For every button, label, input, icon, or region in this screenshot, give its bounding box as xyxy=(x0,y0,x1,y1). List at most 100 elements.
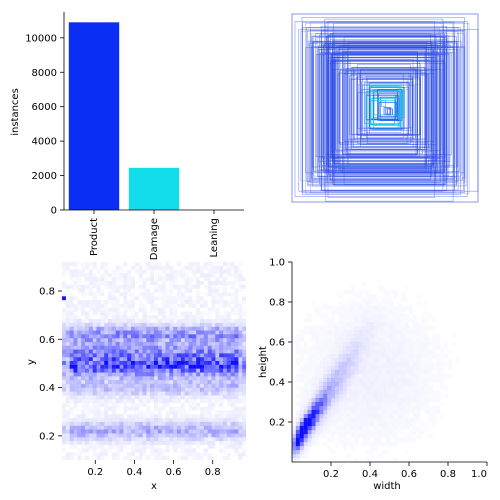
heatmap-cell xyxy=(370,338,374,343)
heatmap-cell xyxy=(104,311,109,316)
heatmap-cell xyxy=(169,277,174,282)
heatmap-cell xyxy=(65,414,70,419)
heatmap-cell xyxy=(207,421,212,426)
heatmap-cell xyxy=(238,338,243,343)
heatmap-cell xyxy=(184,456,189,461)
heatmap-cell xyxy=(308,350,312,354)
heatmap-cell xyxy=(192,322,197,327)
heatmap-cell xyxy=(104,399,109,403)
heatmap-cell xyxy=(81,437,86,442)
y-tick-label: 0.8 xyxy=(269,298,285,309)
heatmap-cell xyxy=(134,338,139,343)
heatmap-cell xyxy=(238,345,243,350)
heatmap-cell xyxy=(370,366,374,371)
heatmap-cell xyxy=(381,350,386,355)
heatmap-cell xyxy=(127,300,131,304)
heatmap-cell xyxy=(146,387,151,392)
heatmap-cell xyxy=(304,394,308,398)
heatmap-cell xyxy=(154,361,158,365)
heatmap-cell xyxy=(405,306,409,310)
heatmap-cell xyxy=(417,402,421,406)
heatmap-cell xyxy=(123,395,128,400)
heatmap-cell xyxy=(165,345,170,350)
heatmap-cell xyxy=(211,326,216,331)
x-axis-label: x xyxy=(151,481,157,492)
heatmap-cell xyxy=(335,334,339,338)
heatmap-cell xyxy=(444,342,448,346)
heatmap-cell xyxy=(429,414,433,418)
heatmap-cell xyxy=(150,391,155,396)
heatmap-cell xyxy=(138,364,143,369)
heatmap-cell xyxy=(382,426,386,430)
heatmap-cell xyxy=(196,364,201,369)
heatmap-cell xyxy=(127,440,132,445)
heatmap-cell xyxy=(327,378,332,383)
heatmap-cell xyxy=(308,386,312,390)
heatmap-cell xyxy=(448,374,452,378)
y-tick-label: 1.0 xyxy=(269,258,285,269)
heatmap-cell xyxy=(401,334,406,339)
heatmap-cell xyxy=(238,368,243,373)
heatmap-cell xyxy=(188,326,193,331)
heatmap-cell xyxy=(180,364,185,369)
heatmap-cell xyxy=(154,429,158,434)
heatmap-cell xyxy=(131,406,135,411)
heatmap-cell xyxy=(62,364,66,369)
heatmap-cell xyxy=(429,362,433,366)
heatmap-cell xyxy=(62,383,66,388)
heatmap-cell xyxy=(127,418,132,423)
heatmap-cell xyxy=(96,277,101,282)
heatmap-cell xyxy=(390,342,394,346)
heatmap-cell xyxy=(177,349,181,354)
heatmap-cell xyxy=(200,376,204,381)
heatmap-cell xyxy=(370,298,374,302)
heatmap-cell xyxy=(319,330,323,334)
heatmap-cell xyxy=(173,391,178,396)
heatmap-cell xyxy=(300,330,304,334)
heatmap-cell xyxy=(188,296,193,301)
heatmap-cell xyxy=(382,334,386,338)
heatmap-cell xyxy=(421,382,425,386)
heatmap-cell xyxy=(92,421,97,426)
box-outline xyxy=(327,57,434,168)
heatmap-cell xyxy=(184,349,189,354)
heatmap-cell xyxy=(115,311,120,316)
heatmap-cell xyxy=(157,448,162,453)
heatmap-cell xyxy=(157,383,162,388)
heatmap-cell xyxy=(173,277,177,281)
heatmap-cell xyxy=(421,366,425,370)
heatmap-cell xyxy=(417,418,421,422)
heatmap-cell xyxy=(116,273,120,277)
heatmap-cell xyxy=(207,307,212,312)
heatmap-cell xyxy=(370,390,374,395)
heatmap-cell xyxy=(351,434,355,438)
heatmap-cell xyxy=(131,322,135,327)
heatmap-cell xyxy=(69,315,74,320)
heatmap-cell xyxy=(242,395,247,400)
heatmap-cell xyxy=(223,418,227,423)
heatmap-cell xyxy=(93,292,97,296)
heatmap-cell xyxy=(448,358,452,362)
heatmap-cell xyxy=(81,433,86,438)
heatmap-cell xyxy=(165,395,170,400)
heatmap-cell xyxy=(161,357,166,362)
heatmap-cell xyxy=(96,288,101,293)
heatmap-cell xyxy=(425,354,429,358)
heatmap-cell xyxy=(331,398,335,403)
heatmap-cell xyxy=(307,430,312,435)
heatmap-cell xyxy=(377,398,382,403)
heatmap-cell xyxy=(169,334,174,339)
heatmap-cell xyxy=(405,298,409,302)
heatmap-cell xyxy=(223,353,227,358)
heatmap-cell xyxy=(366,314,371,319)
heatmap-cell xyxy=(150,303,155,308)
heatmap-cell xyxy=(207,364,212,369)
heatmap-cell xyxy=(62,380,66,384)
heatmap-cell xyxy=(111,277,116,282)
heatmap-cell xyxy=(401,422,405,426)
heatmap-cell xyxy=(134,383,139,388)
heatmap-cell xyxy=(165,364,170,369)
heatmap-cell xyxy=(373,306,378,311)
heatmap-cell xyxy=(177,284,181,289)
heatmap-cell xyxy=(401,382,406,387)
